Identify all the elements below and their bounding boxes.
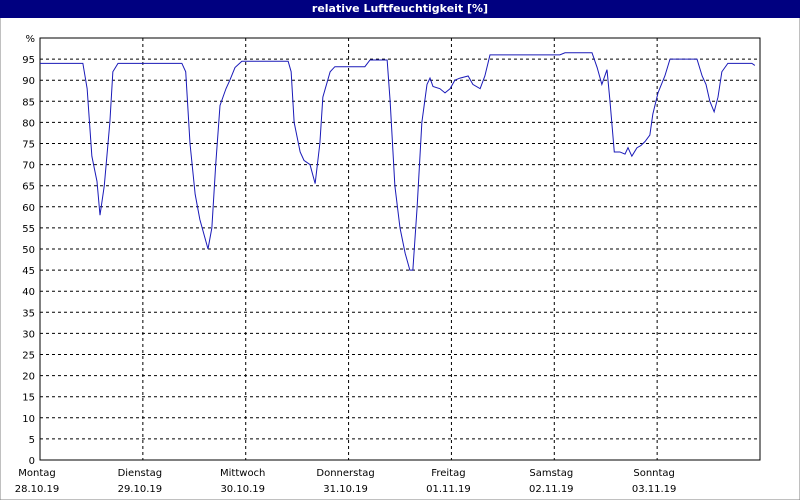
y-tick-label: 80 <box>22 118 35 129</box>
x-tick-date: 30.10.19 <box>220 484 265 495</box>
x-tick-date: 02.11.19 <box>529 484 574 495</box>
x-tick-label: Mittwoch <box>220 468 265 479</box>
y-tick-label: 50 <box>22 245 35 256</box>
x-tick-date: 03.11.19 <box>632 484 677 495</box>
x-tick-date: 01.11.19 <box>426 484 471 495</box>
x-tick-label: Samstag <box>529 468 573 479</box>
x-tick-date: 28.10.19 <box>15 484 60 495</box>
y-tick-label: 10 <box>22 414 35 425</box>
y-tick-label: 85 <box>22 97 35 108</box>
y-tick-label: 35 <box>22 308 35 319</box>
y-tick-label: % <box>25 34 35 45</box>
chart-title: relative Luftfeuchtigkeit [%] <box>312 2 488 15</box>
x-tick-label: Montag <box>18 468 55 479</box>
title-bar <box>0 0 800 18</box>
y-tick-label: 40 <box>22 287 35 298</box>
x-tick-label: Sonntag <box>633 468 675 479</box>
y-tick-label: 60 <box>22 203 35 214</box>
y-tick-label: 70 <box>22 161 35 172</box>
y-tick-label: 90 <box>22 76 35 87</box>
x-tick-date: 29.10.19 <box>118 484 163 495</box>
y-tick-label: 30 <box>22 329 35 340</box>
y-tick-label: 25 <box>22 351 35 362</box>
y-tick-label: 20 <box>22 372 35 383</box>
y-tick-label: 65 <box>22 182 35 193</box>
x-tick-label: Donnerstag <box>316 468 374 479</box>
x-tick-label: Dienstag <box>118 468 163 479</box>
y-tick-label: 55 <box>22 224 35 235</box>
x-tick-label: Freitag <box>431 468 465 479</box>
y-tick-label: 15 <box>22 393 35 404</box>
x-tick-date: 31.10.19 <box>323 484 368 495</box>
y-tick-label: 75 <box>22 140 35 151</box>
y-tick-label: 95 <box>22 55 35 66</box>
data-line <box>40 52 756 271</box>
y-tick-label: 45 <box>22 266 35 277</box>
y-tick-label: 0 <box>29 456 35 467</box>
y-tick-label: 5 <box>29 435 35 446</box>
